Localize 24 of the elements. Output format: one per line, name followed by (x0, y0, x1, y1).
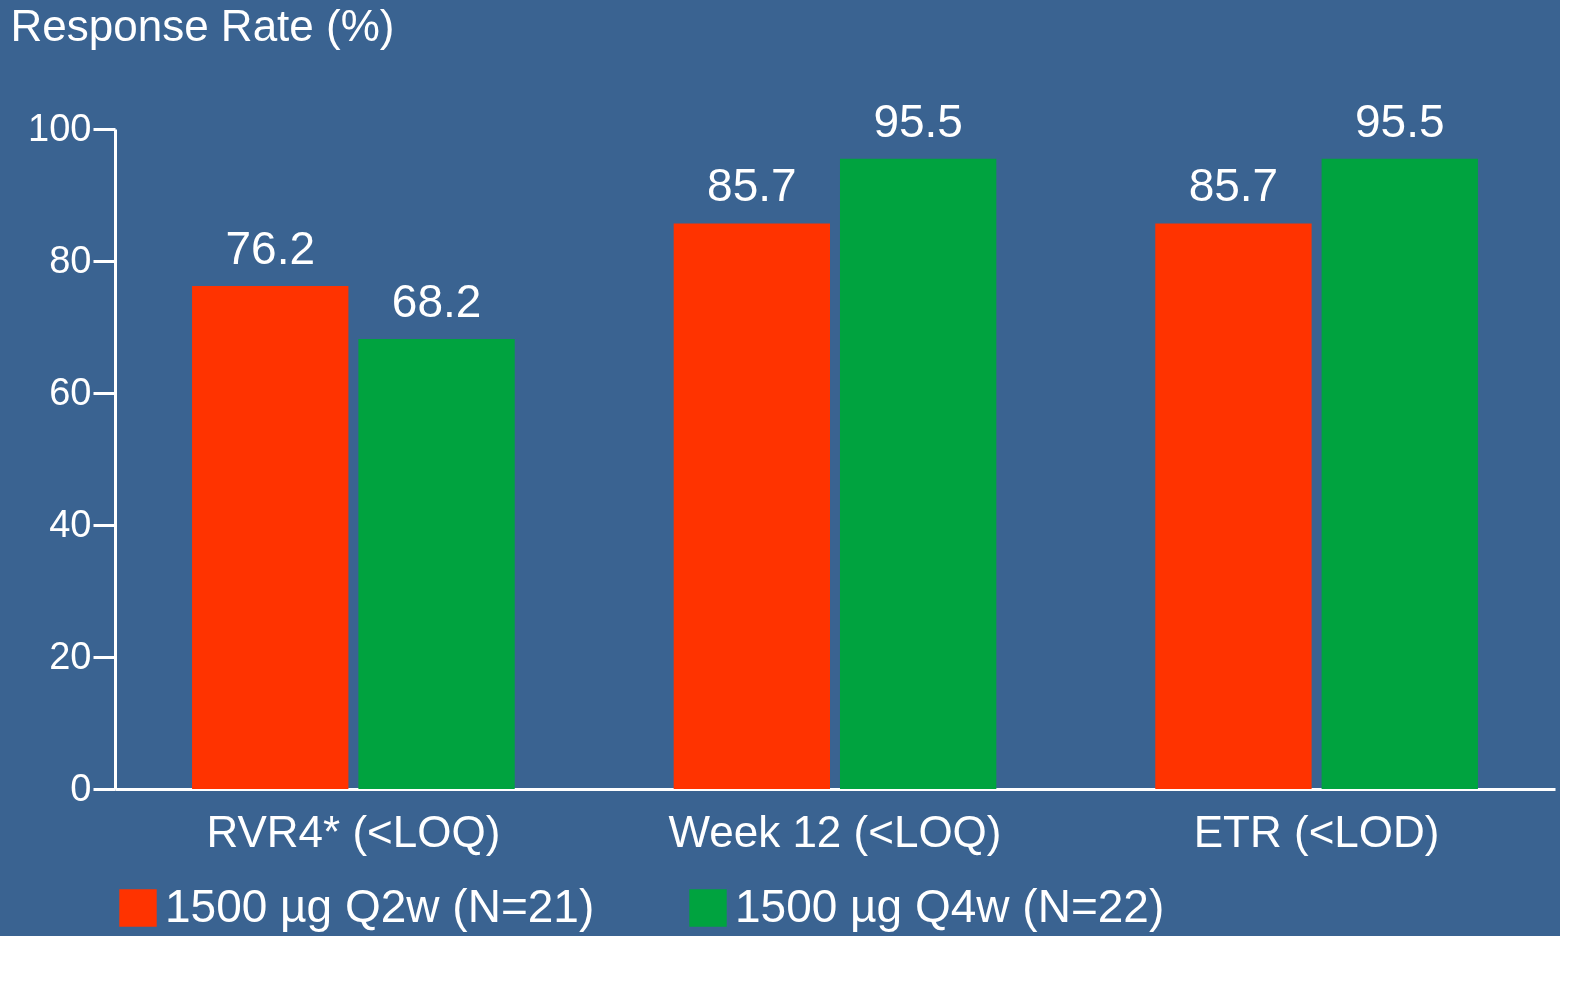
y-tick-label: 0 (70, 766, 92, 809)
bar (839, 158, 997, 789)
data-label: 76.2 (225, 222, 315, 275)
bar (673, 223, 831, 789)
data-label: 85.7 (1188, 159, 1279, 212)
y-axis-title: Response Rate (%) (10, 0, 395, 50)
y-tick-label: 40 (49, 502, 92, 545)
y-tick-label: 20 (49, 634, 92, 677)
data-label: 95.5 (873, 94, 963, 147)
y-tick-label: 80 (49, 238, 92, 281)
bar (192, 286, 349, 789)
bar (1321, 158, 1478, 789)
bar (358, 338, 515, 789)
data-label: 95.5 (1355, 94, 1445, 147)
bar (1155, 223, 1312, 789)
legend-label: 1500 µg Q2w (N=21) (165, 880, 595, 932)
x-tick-label: RVR4* (<LOQ) (206, 806, 501, 856)
y-tick-label: 100 (28, 106, 92, 149)
data-label: 85.7 (707, 159, 797, 212)
data-label: 68.2 (391, 274, 482, 327)
y-tick-label: 60 (49, 370, 92, 413)
legend-label: 1500 µg Q4w (N=22) (735, 880, 1165, 932)
x-tick-label: ETR (<LOD) (1193, 806, 1440, 856)
x-tick-label: Week 12 (<LOQ) (668, 806, 1002, 856)
